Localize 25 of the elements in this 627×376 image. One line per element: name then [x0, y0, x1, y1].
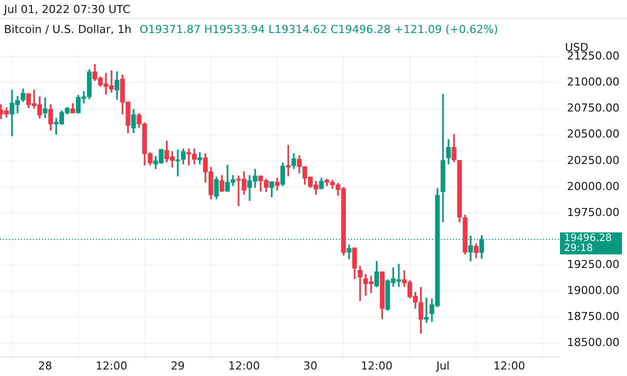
x-tick-label: 30 — [303, 359, 318, 372]
x-tick-label: 12:00 — [360, 359, 393, 372]
y-tick-label: 18500.00 — [567, 336, 620, 350]
y-tick-label: 20000.00 — [567, 180, 620, 193]
y-tick-label: 18750.00 — [567, 310, 620, 324]
y-tick-label: 19250.00 — [567, 258, 620, 271]
y-tick-label: 21000.00 — [567, 76, 620, 89]
y-tick-label: 19750.00 — [567, 206, 620, 219]
y-tick-label: 20750.00 — [567, 102, 620, 115]
x-tick-label: 12:00 — [96, 359, 128, 372]
candlestick — [440, 94, 446, 222]
x-tick-label: 29 — [170, 359, 185, 372]
x-tick-label: 12:00 — [228, 359, 260, 372]
y-tick-label: 20250.00 — [567, 154, 620, 167]
text: O19371.87 H19533.94 L19314.62 C19496.28 +121.09 (+0.62%) — [139, 23, 498, 36]
y-tick-label: 21250.00 — [567, 50, 620, 63]
x-tick-label: 28 — [38, 359, 52, 372]
chart-subtitle: Jul 01, 2022 07:30 UTC — [2, 2, 132, 18]
ref-line-label: 19496.28 — [564, 233, 612, 244]
y-tick-label: 19000.00 — [567, 284, 620, 298]
x-tick-label: Jul — [435, 359, 450, 372]
x-tick-label: 12:00 — [493, 359, 526, 372]
y-tick-label: 20500.00 — [567, 128, 620, 141]
text: 29:18 — [564, 243, 593, 254]
chart-title: Bitcoin / U.S. Dollar, 1h — [4, 23, 132, 36]
